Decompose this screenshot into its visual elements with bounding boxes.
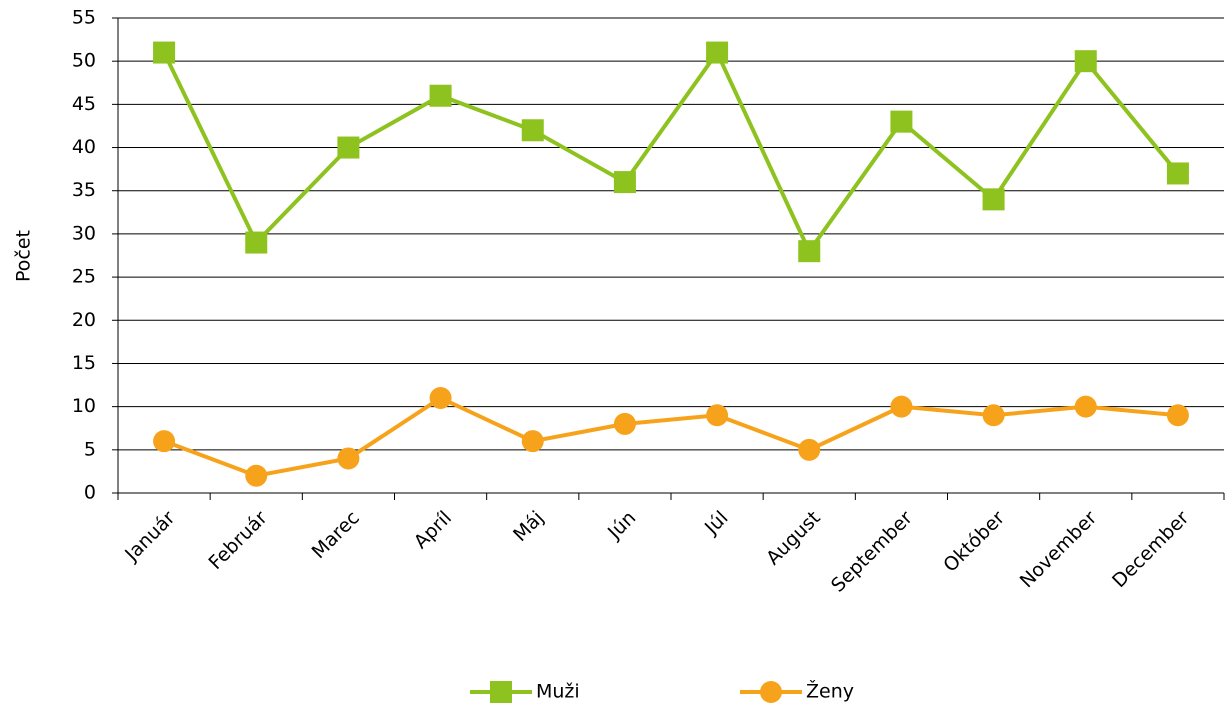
point (245, 464, 268, 487)
point (798, 438, 821, 461)
point (1074, 395, 1097, 418)
y-tick-label: 20 (72, 309, 96, 331)
point (337, 447, 360, 470)
y-tick-label: 45 (72, 93, 96, 115)
point (153, 41, 176, 64)
point (760, 681, 782, 703)
point (613, 171, 636, 194)
y-tick-label: 5 (84, 438, 96, 460)
y-tick-label: 0 (84, 482, 96, 504)
point (706, 404, 729, 427)
legend-label: Ženy (806, 680, 854, 703)
x-tick-label: December (1108, 507, 1193, 592)
x-tick-label: September (827, 507, 917, 597)
point (1166, 404, 1189, 427)
y-tick-label: 30 (72, 222, 96, 244)
point (337, 136, 360, 159)
y-tick-label: 15 (72, 352, 96, 374)
point (245, 231, 268, 254)
x-tick-label: Júl (700, 507, 732, 539)
y-axis-label: Počet (13, 230, 35, 282)
y-tick-label: 10 (72, 395, 96, 417)
point (153, 430, 176, 453)
y-tick-label: 40 (72, 136, 96, 158)
y-tick-label: 55 (72, 7, 96, 29)
series-line (163, 395, 1179, 478)
point (490, 681, 512, 703)
point (982, 404, 1005, 427)
legend-label: Muži (536, 681, 580, 703)
y-tick-label: 50 (72, 50, 96, 72)
x-tick-label: Apríl (410, 507, 456, 553)
point (1074, 50, 1097, 73)
point (1166, 162, 1189, 185)
point (706, 41, 729, 64)
point (429, 84, 452, 107)
x-tick-label: Február (205, 507, 272, 574)
point (521, 430, 544, 453)
x-tick-label: Jún (603, 507, 640, 544)
x-tick-label: Október (939, 507, 1009, 577)
point (890, 110, 913, 133)
point (890, 395, 913, 418)
point (521, 119, 544, 142)
point (982, 188, 1005, 211)
x-tick-label: Máj (509, 507, 548, 546)
point (798, 240, 821, 263)
x-tick-label: Marec (308, 507, 364, 563)
point (613, 412, 636, 435)
x-tick-label: November (1016, 507, 1102, 593)
y-tick-label: 35 (72, 179, 96, 201)
series-line (162, 48, 1180, 256)
y-tick-label: 25 (72, 266, 96, 288)
point (429, 387, 452, 409)
x-tick-label: August (762, 507, 825, 570)
x-tick-label: Január (120, 507, 179, 566)
